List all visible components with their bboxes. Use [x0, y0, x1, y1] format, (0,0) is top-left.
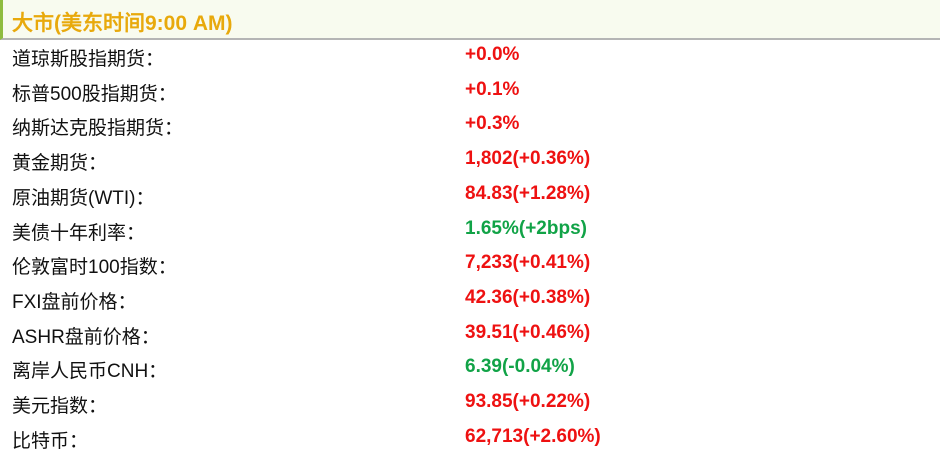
header-title: 大市(美东时间9:00 AM) [12, 12, 233, 35]
quote-value: 39.51(+0.46%) [465, 321, 591, 343]
quote-value: +0.3% [465, 113, 520, 135]
quote-value: 93.85(+0.22%) [465, 391, 591, 412]
quote-row: 黄金期货： 1,802(+0.36%) [0, 144, 940, 178]
quote-row: 纳斯达克股指期货： +0.3% [0, 109, 940, 143]
quote-label: 原油期货(WTI)： [12, 187, 155, 209]
quote-row: 美元指数： 93.85(+0.22%) [0, 387, 940, 421]
quote-row: 标普500股指期货： +0.1% [0, 75, 940, 109]
quote-value: 1.65%(+2bps) [465, 217, 587, 239]
quote-label: 伦敦富时100指数： [12, 257, 177, 279]
quote-value: +0.0% [465, 44, 520, 65]
quote-label: 黄金期货： [12, 153, 108, 175]
quote-label: 纳斯达克股指期货： [12, 118, 184, 140]
quote-value: 84.83(+1.28%) [465, 182, 591, 204]
quote-row: 原油期货(WTI)： 84.83(+1.28%) [0, 179, 940, 213]
quote-label: 离岸人民币CNH： [12, 361, 168, 383]
quote-value: 7,233(+0.41%) [465, 252, 591, 274]
quote-row: FXI盘前价格： 42.36(+0.38%) [0, 283, 940, 317]
quote-label: 比特币： [12, 430, 89, 452]
quote-row: ASHR盘前价格： 39.51(+0.46%) [0, 318, 940, 352]
quote-value: 6.39(-0.04%) [465, 356, 575, 378]
quote-row: 伦敦富时100指数： 7,233(+0.41%) [0, 248, 940, 282]
quote-row: 道琼斯股指期货： +0.0% [0, 40, 940, 74]
quote-label: 道琼斯股指期货： [12, 49, 165, 70]
quote-label: 美元指数： [12, 396, 108, 417]
quote-label: ASHR盘前价格： [12, 326, 160, 348]
quote-row: 美债十年利率： 1.65%(+2bps) [0, 214, 940, 248]
header: 大市(美东时间9:00 AM) [0, 0, 940, 40]
quote-label: FXI盘前价格： [12, 291, 137, 313]
quote-value: 1,802(+0.36%) [465, 148, 591, 170]
quote-value: 62,713(+2.60%) [465, 425, 601, 447]
quote-label: 美债十年利率： [12, 222, 146, 244]
quote-row: 比特币： 62,713(+2.60%) [0, 422, 940, 456]
quote-label: 标普500股指期货： [12, 83, 177, 105]
quote-row: 离岸人民币CNH： 6.39(-0.04%) [0, 352, 940, 386]
quote-value: +0.1% [465, 78, 520, 100]
quote-value: 42.36(+0.38%) [465, 286, 591, 308]
